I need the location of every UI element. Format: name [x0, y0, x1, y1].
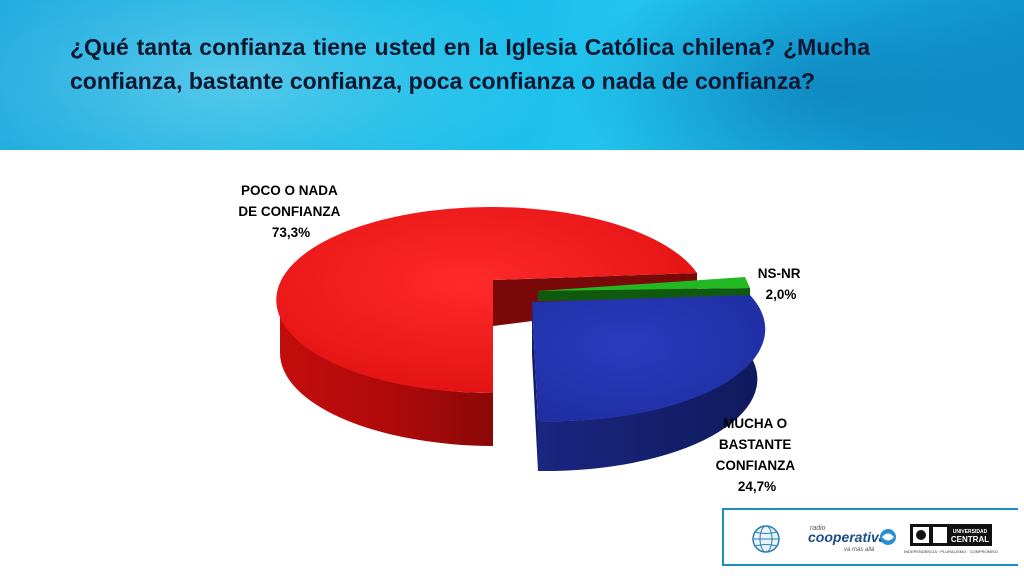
cooperativa-swirl-icon: [880, 529, 896, 545]
pie-slice-mucha-o-bastante-cut-face: [532, 302, 538, 471]
slice-label-mucha-o-bastante: MUCHA O BASTANTE CONFIANZA 24,7%: [716, 416, 799, 494]
pie-slice-poco-o-nada: [276, 207, 697, 394]
radio-cooperativa-logo: radio cooperativa va más allá: [808, 525, 896, 553]
svg-text:UNIVERSIDAD: UNIVERSIDAD: [953, 529, 988, 535]
university-crest-icon: [913, 527, 929, 543]
svg-text:INDEPENDENCIA · PLURALISMO · C: INDEPENDENCIA · PLURALISMO · COMPROMISO: [904, 549, 998, 554]
pie-slice-poco-o-nada-side: [280, 300, 493, 446]
svg-text:CENTRAL: CENTRAL: [951, 535, 989, 544]
logos-graphic: radio cooperativa va más allá UNIVERSIDA…: [752, 524, 998, 554]
pie-slice-mucha-o-bastante-side: [538, 297, 764, 472]
svg-text:cooperativa: cooperativa: [808, 529, 887, 545]
pie-slice-mucha-o-bastante: [532, 295, 766, 422]
pie-chart: POCO O NADA DE CONFIANZA 73,3% NS-NR 2,0…: [238, 183, 805, 494]
globe-icon: [752, 525, 780, 553]
svg-text:radio: radio: [810, 525, 826, 532]
universidad-central-logo: UNIVERSIDAD CENTRAL INDEPENDENCIA · PLUR…: [904, 524, 998, 554]
svg-text:va más allá: va más allá: [844, 547, 875, 553]
page-title: ¿Qué tanta confianza tiene usted en la I…: [70, 34, 870, 94]
slice-label-ns-nr: NS-NR 2,0%: [758, 266, 805, 302]
sponsor-logos: radio cooperativa va más allá UNIVERSIDA…: [722, 508, 1018, 566]
header-banner: ¿Qué tanta confianza tiene usted en la I…: [0, 0, 1024, 150]
slice-label-poco-o-nada: POCO O NADA DE CONFIANZA 73,3%: [238, 183, 343, 240]
pie-slice-ns-nr: [538, 277, 750, 291]
